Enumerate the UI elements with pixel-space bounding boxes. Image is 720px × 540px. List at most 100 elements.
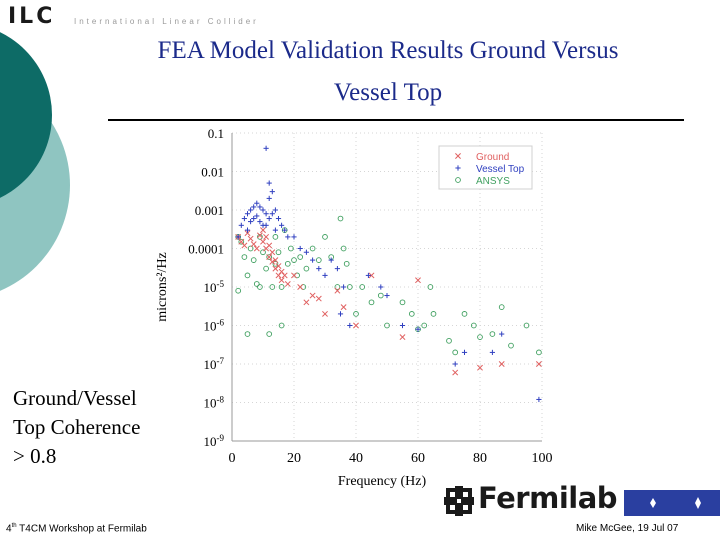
data-point [257,284,263,290]
data-point [266,215,272,222]
data-point [272,207,278,213]
data-point [415,326,421,332]
data-point [430,311,437,317]
x-tick-label: 0 [229,451,236,466]
data-point [498,304,505,310]
data-point [260,207,266,213]
data-point [284,280,291,287]
fermilab-logo-icon [444,486,474,516]
data-point [247,245,254,252]
ilc-logo: ILC [8,4,56,29]
data-point [235,287,242,294]
series-ansys [235,215,542,356]
data-point [250,241,257,248]
data-point [275,249,282,256]
data-point [241,215,247,222]
data-point [322,234,328,240]
legend-box [438,145,533,190]
data-point [309,245,316,252]
data-point [238,222,244,228]
slide-title-line1: FEA Model Validation Results Ground Vers… [157,37,619,64]
data-point [257,204,263,210]
axis-ticks: 0.1 0.01 0.001 0.0001 10-5 10-6 10-7 10-8 10-9 0 2… [188,126,552,466]
data-point [272,227,278,233]
data-point [260,249,266,256]
data-point [489,349,495,356]
data-point [303,299,310,306]
data-point [421,322,428,329]
data-point [384,292,390,299]
data-point [535,361,542,367]
fermilab-bar [624,490,720,516]
data-point [399,322,406,329]
data-point [256,232,263,239]
x-tick-label: 60 [411,451,425,466]
footer-workshop-ordinal: 4 [6,523,12,535]
data-point [337,311,344,317]
data-point [334,284,341,290]
data-point [322,310,328,317]
coherence-note-line1: Ground/Vessel [13,386,137,410]
data-point [263,233,270,240]
data-points [235,145,542,403]
data-point [499,331,505,337]
data-point [341,284,347,290]
data-point [427,284,434,290]
coherence-note-line2: Top Coherence [13,415,141,439]
data-point [359,284,366,290]
data-point [353,311,359,317]
data-point [269,284,276,290]
data-point [269,189,275,195]
data-point [269,211,275,217]
x-axis-label: Frequency (Hz) [338,474,427,489]
data-point [489,331,496,337]
data-point [309,292,316,299]
y-tick-label: 0.0001 [188,242,224,257]
data-point [260,238,266,245]
data-point [257,234,263,240]
y-tick-label: 0.001 [195,203,224,218]
data-point [347,322,353,329]
data-point [452,369,459,376]
data-point [365,272,371,279]
y-tick-label: 10-5 [204,279,225,295]
data-point [461,349,468,356]
data-point [244,211,251,217]
data-point [266,180,272,186]
data-point [272,257,279,264]
data-point [508,342,514,349]
data-point [278,277,285,284]
x-tick-label: 80 [473,451,487,466]
data-point [253,245,260,252]
data-point [340,304,347,311]
data-point [291,257,297,263]
data-point [291,272,297,279]
data-point [248,218,254,225]
data-point [334,266,340,272]
y-axis-label: microns²/Hz [155,252,170,322]
data-point [452,361,458,367]
data-point [248,207,254,213]
footer-author-date: Mike McGee, 19 Jul 07 [576,523,679,534]
data-point [244,272,251,279]
fermilab-bar-stars [650,497,701,509]
title-rule [108,119,684,121]
y-tick-label: 0.1 [208,126,224,141]
y-tick-label: 10-8 [204,395,225,411]
data-point [244,230,251,237]
data-point [266,254,273,260]
y-tick-label: 10-7 [204,356,225,372]
data-point [272,234,279,240]
ilc-logo-subtitle: International Linear Collider [74,17,259,26]
data-point [536,396,542,403]
y-tick-label: 10-6 [204,318,225,334]
data-point [282,227,288,233]
legend-marker [455,153,461,159]
data-point [251,215,257,222]
data-point [536,349,542,356]
legend-marker [455,177,461,183]
data-point [346,284,353,290]
coherence-note-line3: > 0.8 [13,444,57,468]
